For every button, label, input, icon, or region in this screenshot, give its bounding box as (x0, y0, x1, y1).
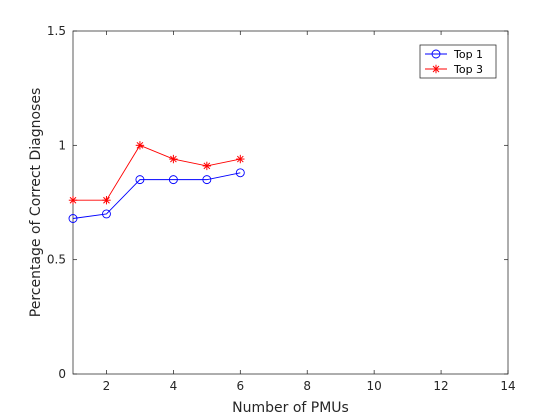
x-tick-label: 2 (103, 379, 111, 393)
y-tick-label: 1.5 (47, 24, 66, 38)
y-tick-label: 0.5 (47, 253, 66, 267)
x-tick-label: 8 (303, 379, 311, 393)
x-axis-label: Number of PMUs (232, 400, 349, 416)
point-marker (236, 155, 244, 163)
point-marker (203, 162, 211, 170)
point-marker (102, 196, 110, 204)
x-tick-label: 14 (500, 379, 515, 393)
y-tick-label: 1 (58, 138, 66, 152)
y-tick-label: 0 (58, 367, 66, 381)
x-tick-label: 4 (170, 379, 178, 393)
legend: Top 1 Top 3 (420, 45, 496, 78)
x-tick-label: 6 (236, 379, 244, 393)
plot-area (73, 31, 508, 374)
point-marker (432, 65, 440, 73)
x-tick-label: 12 (433, 379, 448, 393)
x-tick-label: 10 (367, 379, 382, 393)
point-marker (169, 155, 177, 163)
legend-label: Top 3 (453, 63, 483, 76)
y-axis-label: Percentage of Correct Diagnoses (28, 88, 44, 317)
point-marker (136, 141, 144, 149)
legend-label: Top 1 (453, 48, 483, 61)
point-marker (69, 196, 77, 204)
